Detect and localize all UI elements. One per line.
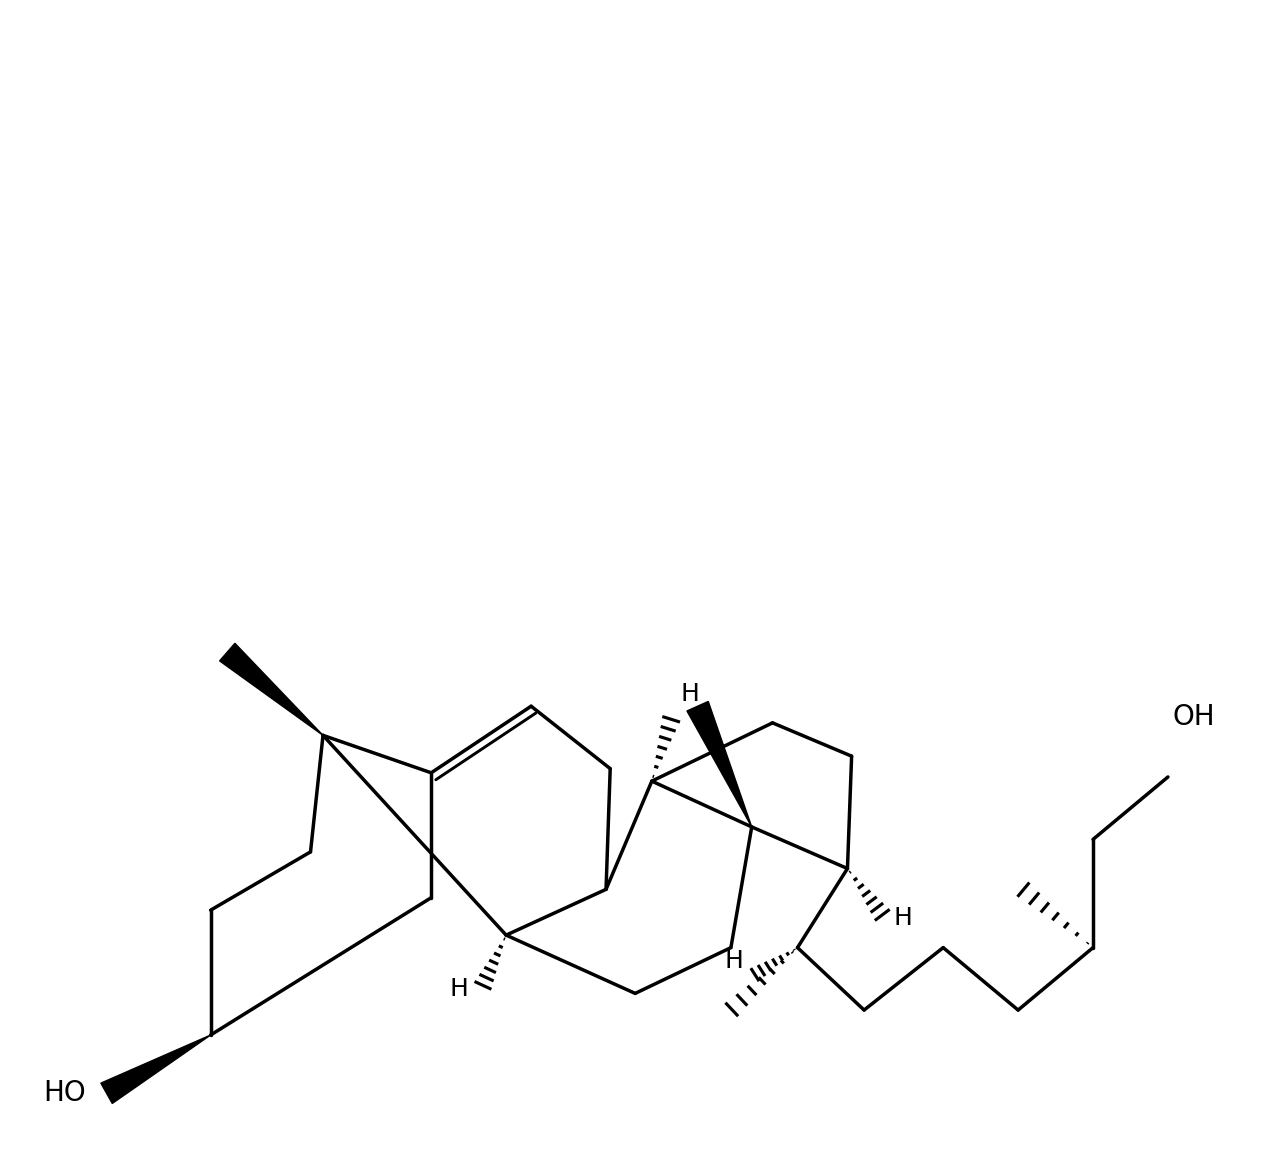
Text: H: H — [450, 978, 468, 1001]
Polygon shape — [687, 701, 752, 827]
Text: H: H — [893, 906, 912, 931]
Text: HO: HO — [44, 1080, 86, 1108]
Text: OH: OH — [1172, 703, 1215, 731]
Text: H: H — [681, 683, 700, 706]
Polygon shape — [100, 1035, 211, 1103]
Polygon shape — [220, 643, 323, 735]
Text: H: H — [725, 949, 744, 973]
